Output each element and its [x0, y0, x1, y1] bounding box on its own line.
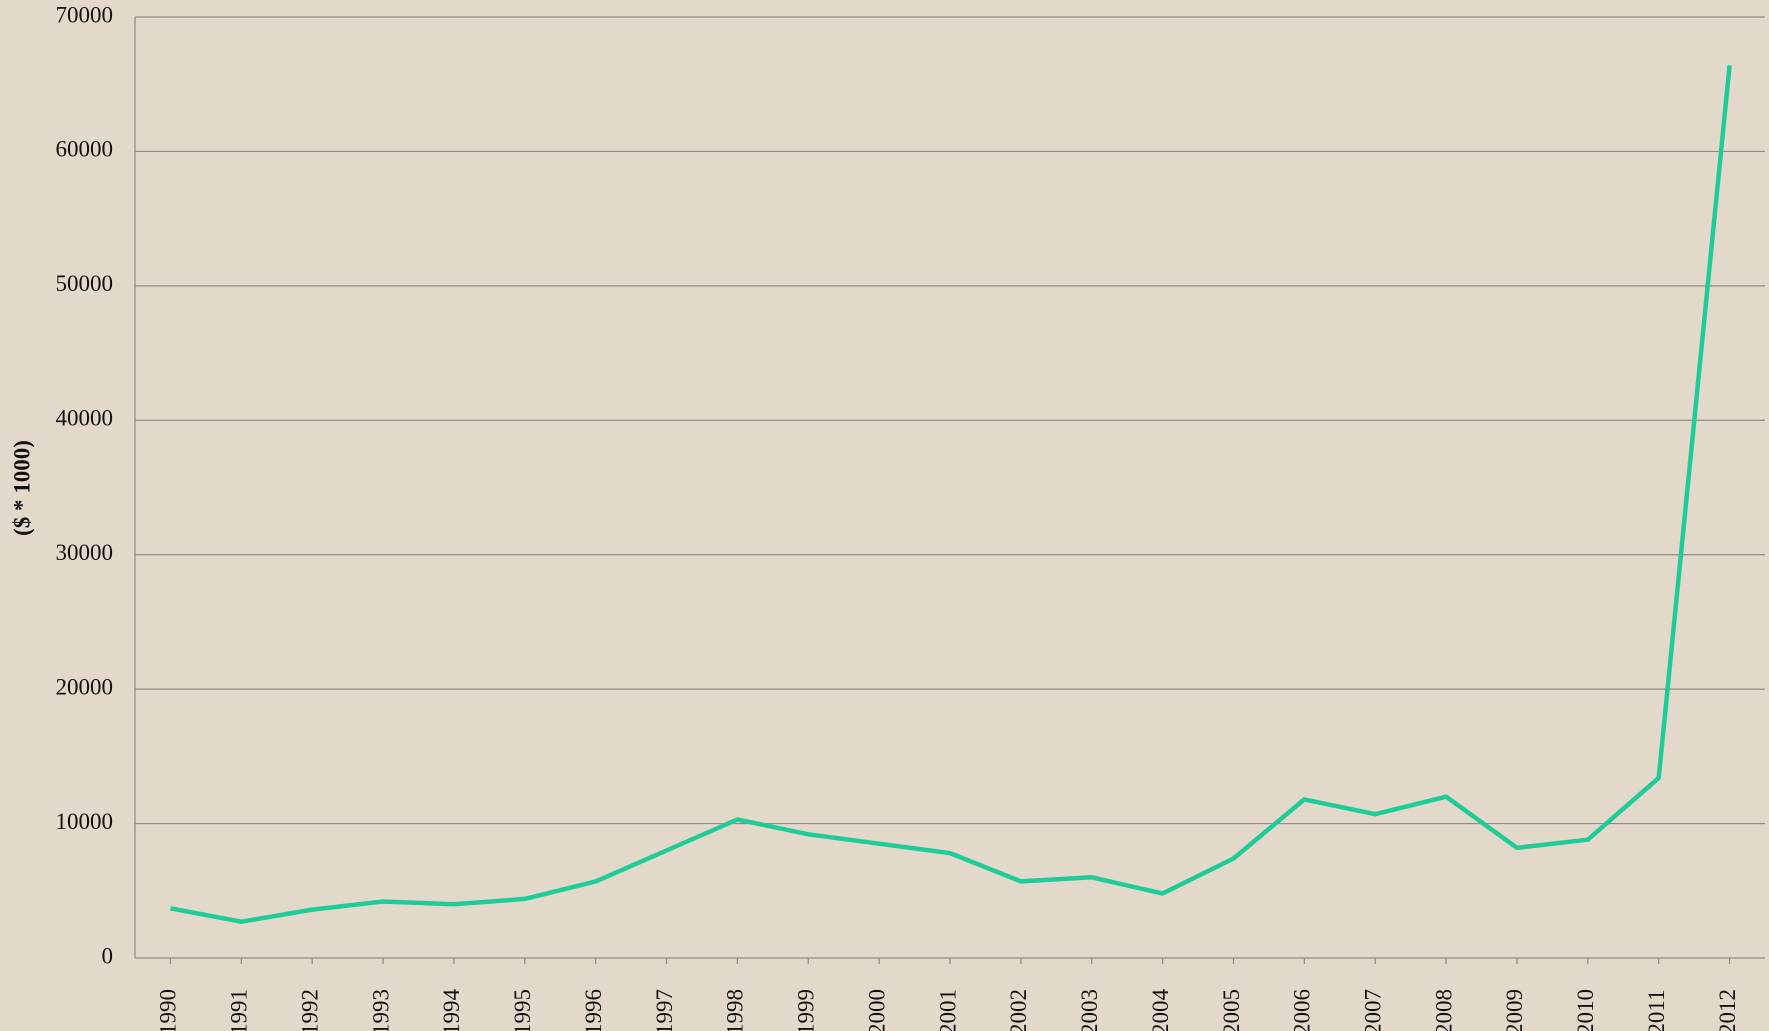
x-tick-label: 2007 — [1360, 989, 1385, 1031]
x-tick-label: 1998 — [723, 989, 748, 1031]
y-tick-label: 10000 — [56, 809, 114, 834]
y-axis-label: ($ * 1000) — [9, 440, 34, 536]
x-tick-label: 1999 — [794, 989, 819, 1031]
x-tick-label: 1990 — [156, 989, 181, 1031]
x-tick-label: 2009 — [1502, 989, 1527, 1031]
x-tick-label: 2010 — [1573, 989, 1598, 1031]
x-tick-label: 2006 — [1290, 989, 1315, 1031]
y-tick-label: 50000 — [56, 271, 114, 296]
x-tick-label: 1991 — [227, 989, 252, 1031]
x-tick-label: 1995 — [510, 989, 535, 1031]
x-tick-label: 1992 — [297, 989, 322, 1031]
x-tick-label: 2011 — [1644, 989, 1669, 1031]
x-tick-label: 2012 — [1715, 989, 1740, 1031]
x-tick-label: 2004 — [1148, 989, 1173, 1031]
x-tick-label: 2008 — [1431, 989, 1456, 1031]
y-tick-label: 40000 — [56, 406, 114, 431]
x-tick-label: 2005 — [1219, 989, 1244, 1031]
y-tick-label: 60000 — [56, 137, 114, 162]
data-line — [169, 65, 1732, 924]
y-tick-label: 0 — [102, 943, 114, 968]
x-tick-label: 1997 — [652, 989, 677, 1031]
x-tick-label: 2000 — [864, 989, 889, 1031]
x-tick-label: 2001 — [935, 989, 960, 1031]
y-tick-label: 20000 — [56, 674, 114, 699]
x-tick-label: 1993 — [368, 989, 393, 1031]
x-tick-label: 1996 — [581, 989, 606, 1031]
x-tick-label: 1994 — [439, 989, 464, 1031]
x-tick-label: 2002 — [1006, 989, 1031, 1031]
y-tick-label: 30000 — [56, 540, 114, 565]
x-tick-label: 2003 — [1077, 989, 1102, 1031]
y-tick-label: 70000 — [56, 2, 114, 27]
